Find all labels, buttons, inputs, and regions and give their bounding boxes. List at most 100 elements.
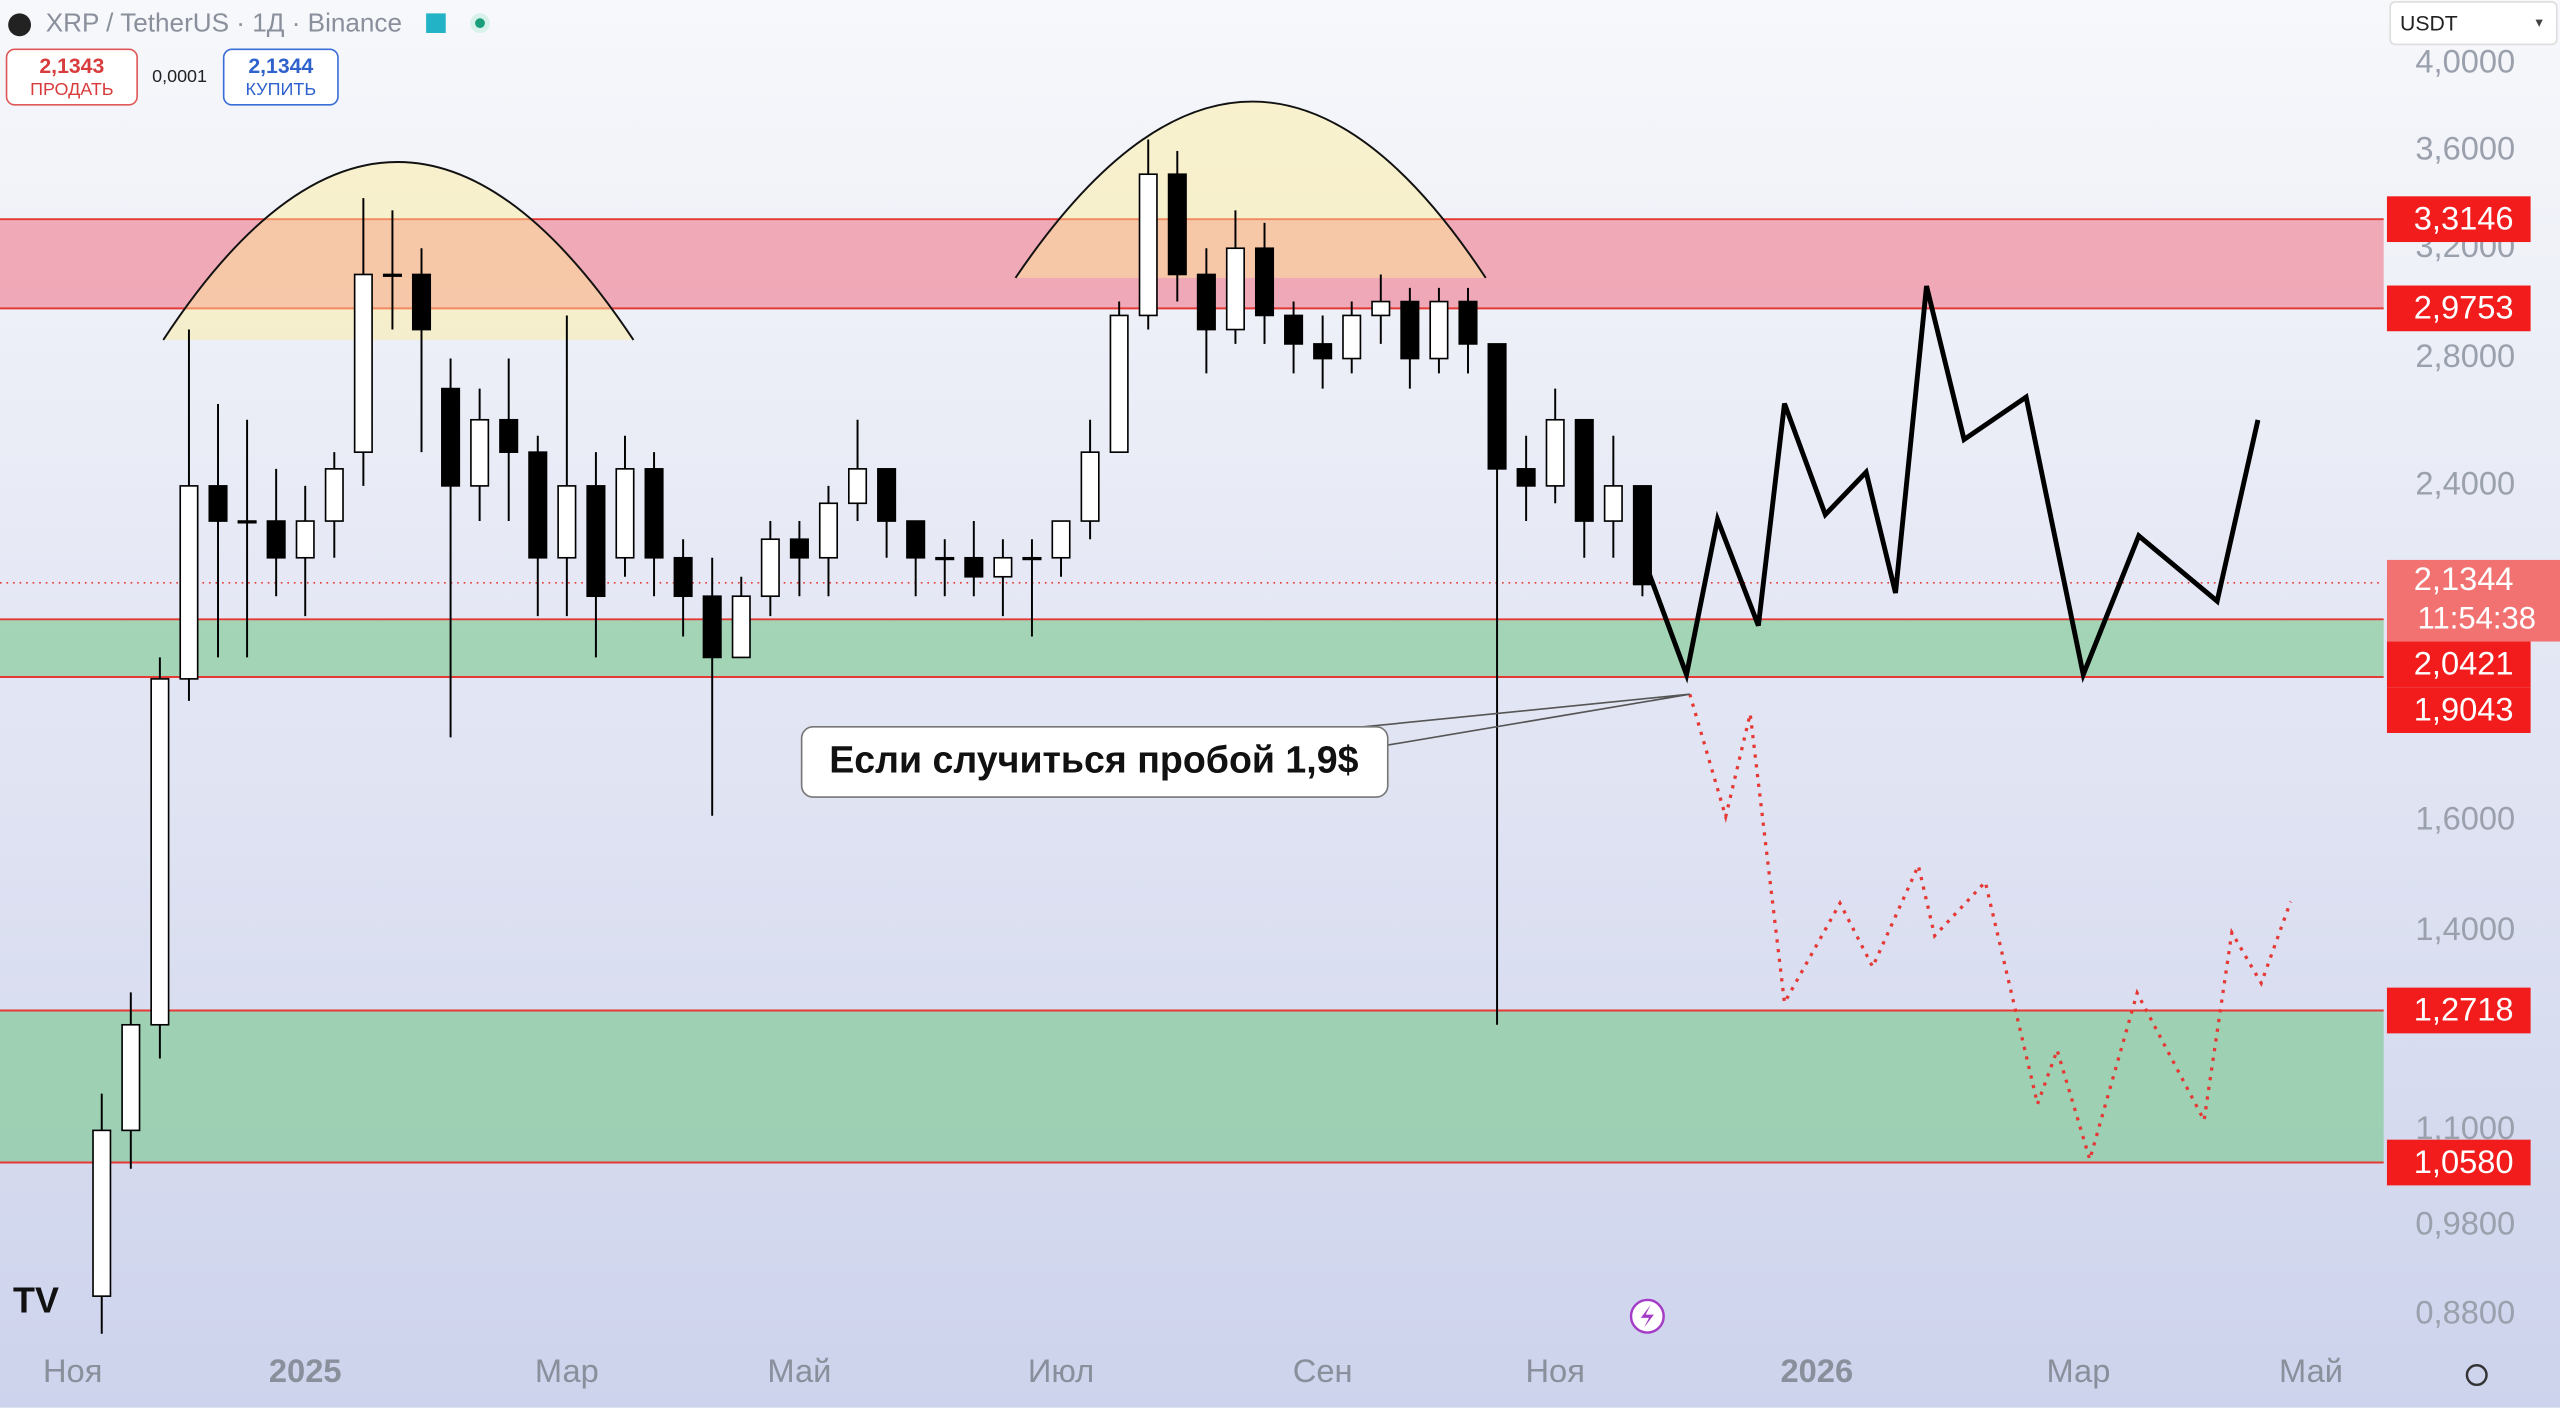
price-labels: 3,3146 2,9753 2,1344 11:54:38 2,0421 1,9043 1,… <box>2386 196 2560 1186</box>
tv-logo[interactable]: TV <box>13 1280 59 1321</box>
countdown: 11:54:38 <box>2418 601 2536 636</box>
callout-pointer <box>1363 693 1690 748</box>
candle-body <box>1429 300 1449 360</box>
level-label: 3,3146 <box>2414 199 2514 236</box>
candle-body <box>121 1023 141 1132</box>
candle-body <box>1516 468 1536 487</box>
candle-body <box>1458 300 1478 345</box>
y-tick-label: 0,9800 <box>2415 1204 2515 1241</box>
symbol-icon <box>8 13 32 37</box>
flag-icon[interactable] <box>426 13 446 33</box>
candle-body <box>906 520 926 559</box>
buy-button[interactable] <box>222 48 339 106</box>
candle-body <box>353 273 373 453</box>
sell-label: ПРОДАТЬ <box>30 79 113 99</box>
x-tick-label: Ноя <box>43 1352 102 1389</box>
candle-body <box>702 595 722 659</box>
y-tick-label: 1,6000 <box>2415 799 2515 836</box>
candle-body <box>731 595 751 659</box>
level-label-box <box>2386 196 2531 243</box>
candle-body <box>1313 343 1333 360</box>
candle-body <box>1225 247 1245 331</box>
level-label-box <box>2386 987 2531 1034</box>
settings-icon[interactable] <box>2465 1364 2488 1387</box>
candle-body <box>877 468 897 522</box>
candle-body <box>295 520 315 559</box>
candle-body <box>150 678 170 1026</box>
candle-body <box>266 520 286 559</box>
arc-drawing <box>162 161 635 341</box>
y-tick-label: 2,8000 <box>2415 337 2515 374</box>
candle-body <box>1167 173 1187 276</box>
candle-body <box>499 418 519 453</box>
level-label: 2,9753 <box>2414 289 2514 326</box>
last-price-label: 2,1344 <box>2414 560 2514 597</box>
x-tick-label: Май <box>2279 1352 2343 1389</box>
x-tick-label: Мар <box>2047 1352 2111 1389</box>
candle-body <box>1284 314 1304 345</box>
candle-body <box>615 468 635 559</box>
candle-body <box>1545 418 1565 487</box>
x-tick-label: 2026 <box>1781 1352 1854 1389</box>
candle-body <box>935 556 955 561</box>
zone <box>0 1010 2384 1163</box>
y-tick-label: 0,8800 <box>2415 1293 2515 1330</box>
candle-body <box>411 273 432 331</box>
projection-line <box>1640 285 2261 684</box>
candle-body <box>818 502 839 559</box>
level-label: 1,2718 <box>2414 991 2514 1028</box>
y-tick-label: 2,4000 <box>2415 465 2515 502</box>
currency: USDT <box>2400 12 2458 35</box>
candle-body <box>760 538 780 598</box>
candle-body <box>324 468 344 522</box>
x-tick-label: Июл <box>1028 1352 1094 1389</box>
candle-body <box>673 556 693 598</box>
candle-body <box>1487 343 1507 470</box>
last-price-box <box>2386 559 2560 642</box>
candle-body <box>993 556 1013 578</box>
candles <box>92 139 1652 1334</box>
candle-body <box>1603 485 1623 522</box>
symbol: XRP / TetherUS · 1Д · Binance <box>46 8 402 38</box>
level-label: 1,9043 <box>2414 690 2514 727</box>
candle-body <box>1632 485 1652 586</box>
candle-body <box>237 520 257 524</box>
y-tick-label: 4,0000 <box>2415 43 2515 80</box>
x-tick-label: Сен <box>1293 1352 1353 1389</box>
y-tick-label: 1,4000 <box>2415 910 2515 947</box>
lightning-glyph <box>1640 1304 1654 1328</box>
candle-body <box>92 1129 112 1297</box>
zone <box>0 619 2384 678</box>
zone <box>0 219 2384 309</box>
dropdown-arrow: ▾ <box>2536 15 2544 31</box>
candle-body <box>1254 247 1275 317</box>
candle-body <box>1400 300 1420 360</box>
candle-body <box>1022 556 1042 561</box>
candle-body <box>789 538 809 559</box>
sell-button[interactable] <box>5 48 138 106</box>
axis-labels: 0,88000,98001,10001,40001,60002,40002,80… <box>43 43 2515 1389</box>
candle-body <box>1051 520 1071 559</box>
candle-body <box>1138 173 1158 317</box>
currency-select[interactable] <box>2389 1 2558 46</box>
level-label: 2,0421 <box>2414 645 2514 682</box>
level-label-box <box>2386 1139 2531 1186</box>
buy-price: 2,1344 <box>248 55 313 78</box>
candle-body <box>441 387 461 487</box>
callout-box <box>800 726 1389 798</box>
candle-body <box>964 556 984 578</box>
candle-body <box>382 273 402 277</box>
zones <box>0 218 2384 1164</box>
y-tick-label: 3,6000 <box>2415 130 2515 167</box>
level-label-box <box>2386 641 2531 688</box>
level-label-box <box>2386 687 2531 733</box>
arc-drawing <box>1014 100 1487 279</box>
candle-body <box>1109 314 1129 453</box>
candle-body <box>179 485 199 680</box>
x-tick-label: Май <box>767 1352 831 1389</box>
status-dot <box>475 18 485 29</box>
candle-body <box>1574 418 1594 522</box>
candle-body <box>586 485 606 598</box>
